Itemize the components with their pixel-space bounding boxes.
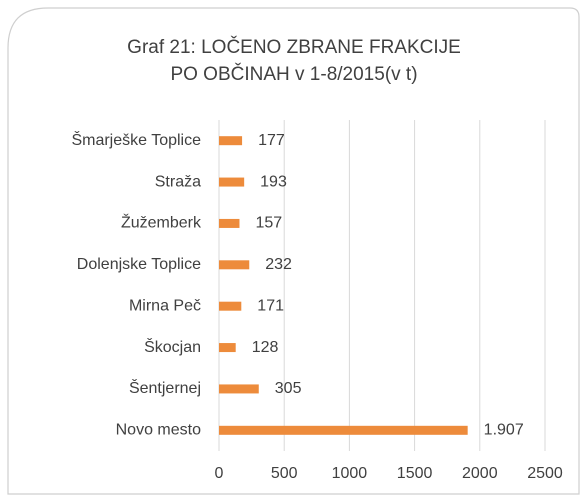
x-tick-label: 1500 — [397, 465, 433, 482]
data-label: 177 — [258, 132, 285, 149]
y-tick-label: Straža — [155, 173, 201, 190]
data-label: 157 — [255, 215, 282, 232]
bar — [219, 301, 242, 311]
y-tick-label: Šmarješke Toplice — [71, 130, 201, 149]
chart-title: PO OBČINAH v 1-8/2015(v t) — [170, 63, 417, 85]
data-label: 232 — [265, 256, 292, 273]
y-tick-label: Mirna Peč — [129, 297, 201, 314]
x-tick-label: 0 — [215, 465, 224, 482]
data-label: 193 — [260, 173, 287, 190]
x-tick-label: 1000 — [332, 465, 368, 482]
data-label: 1.907 — [484, 422, 524, 439]
y-tick-label: Škocjan — [144, 337, 201, 356]
data-label: 171 — [257, 297, 284, 314]
data-label: 128 — [252, 339, 279, 356]
bar — [219, 384, 259, 394]
y-tick-label: Dolenjske Toplice — [77, 256, 201, 273]
y-tick-label: Novo mesto — [116, 422, 201, 439]
chart-title: Graf 21: LOČENO ZBRANE FRAKCIJE — [127, 36, 461, 58]
y-tick-label: Šentjernej — [129, 378, 201, 397]
bar — [219, 343, 236, 353]
bar — [219, 425, 468, 435]
x-tick-label: 500 — [271, 465, 298, 482]
bar — [219, 218, 240, 228]
bar — [219, 136, 243, 146]
bar — [219, 177, 245, 187]
chart-card — [7, 7, 580, 495]
x-tick-label: 2000 — [462, 465, 498, 482]
data-label: 305 — [275, 380, 302, 397]
y-tick-label: Žužemberk — [121, 213, 202, 232]
x-tick-label: 2500 — [527, 465, 563, 482]
bar — [219, 260, 250, 270]
